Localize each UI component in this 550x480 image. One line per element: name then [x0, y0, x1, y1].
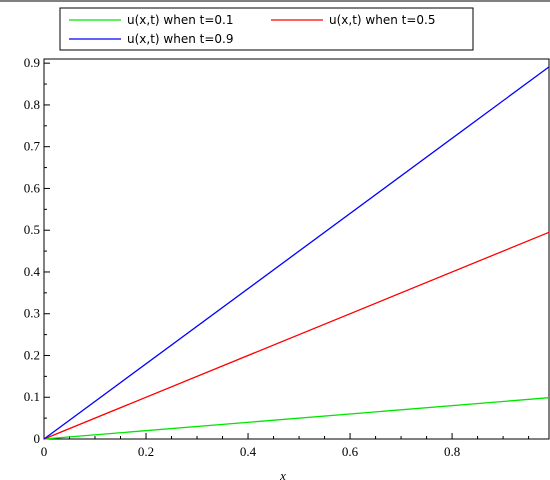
x-axis-label: x — [279, 468, 286, 480]
x-tick-label: 0.8 — [444, 444, 460, 459]
axis-ticks: 0 0.1 0.2 0.3 0.4 0.5 0.6 0.7 0.8 0.9 0 0.2 0.4 0.6 0.… — [24, 55, 530, 459]
x-tick-label: 0.4 — [240, 444, 257, 459]
series-line-1 — [43, 397, 550, 440]
y-tick-label: 0.3 — [24, 306, 40, 321]
y-tick-label: 0.6 — [24, 180, 41, 195]
series-lines — [43, 66, 550, 440]
y-tick-label: 0.5 — [24, 222, 40, 237]
series-line-2 — [43, 231, 550, 440]
series-line-3 — [43, 66, 550, 440]
y-tick-label: 0.1 — [24, 389, 40, 404]
legend-label-3: u(x,t) when t=0.9 — [127, 32, 233, 46]
x-tick-label: 0.2 — [138, 444, 154, 459]
legend: u(x,t) when t=0.1 u(x,t) when t=0.5 u(x,… — [59, 7, 474, 51]
y-tick-label: 0.9 — [24, 55, 40, 70]
y-tick-label: 0 — [34, 431, 41, 446]
y-tick-label: 0.7 — [24, 139, 41, 154]
x-tick-label: 0.6 — [342, 444, 359, 459]
legend-label-1: u(x,t) when t=0.1 — [127, 13, 233, 27]
y-tick-label: 0.8 — [24, 97, 40, 112]
plot-frame — [43, 58, 550, 440]
legend-label-2: u(x,t) when t=0.5 — [329, 13, 435, 27]
legend-box — [59, 7, 474, 51]
x-tick-label: 0 — [41, 444, 48, 459]
y-tick-label: 0.4 — [24, 264, 41, 279]
y-tick-label: 0.2 — [24, 347, 40, 362]
